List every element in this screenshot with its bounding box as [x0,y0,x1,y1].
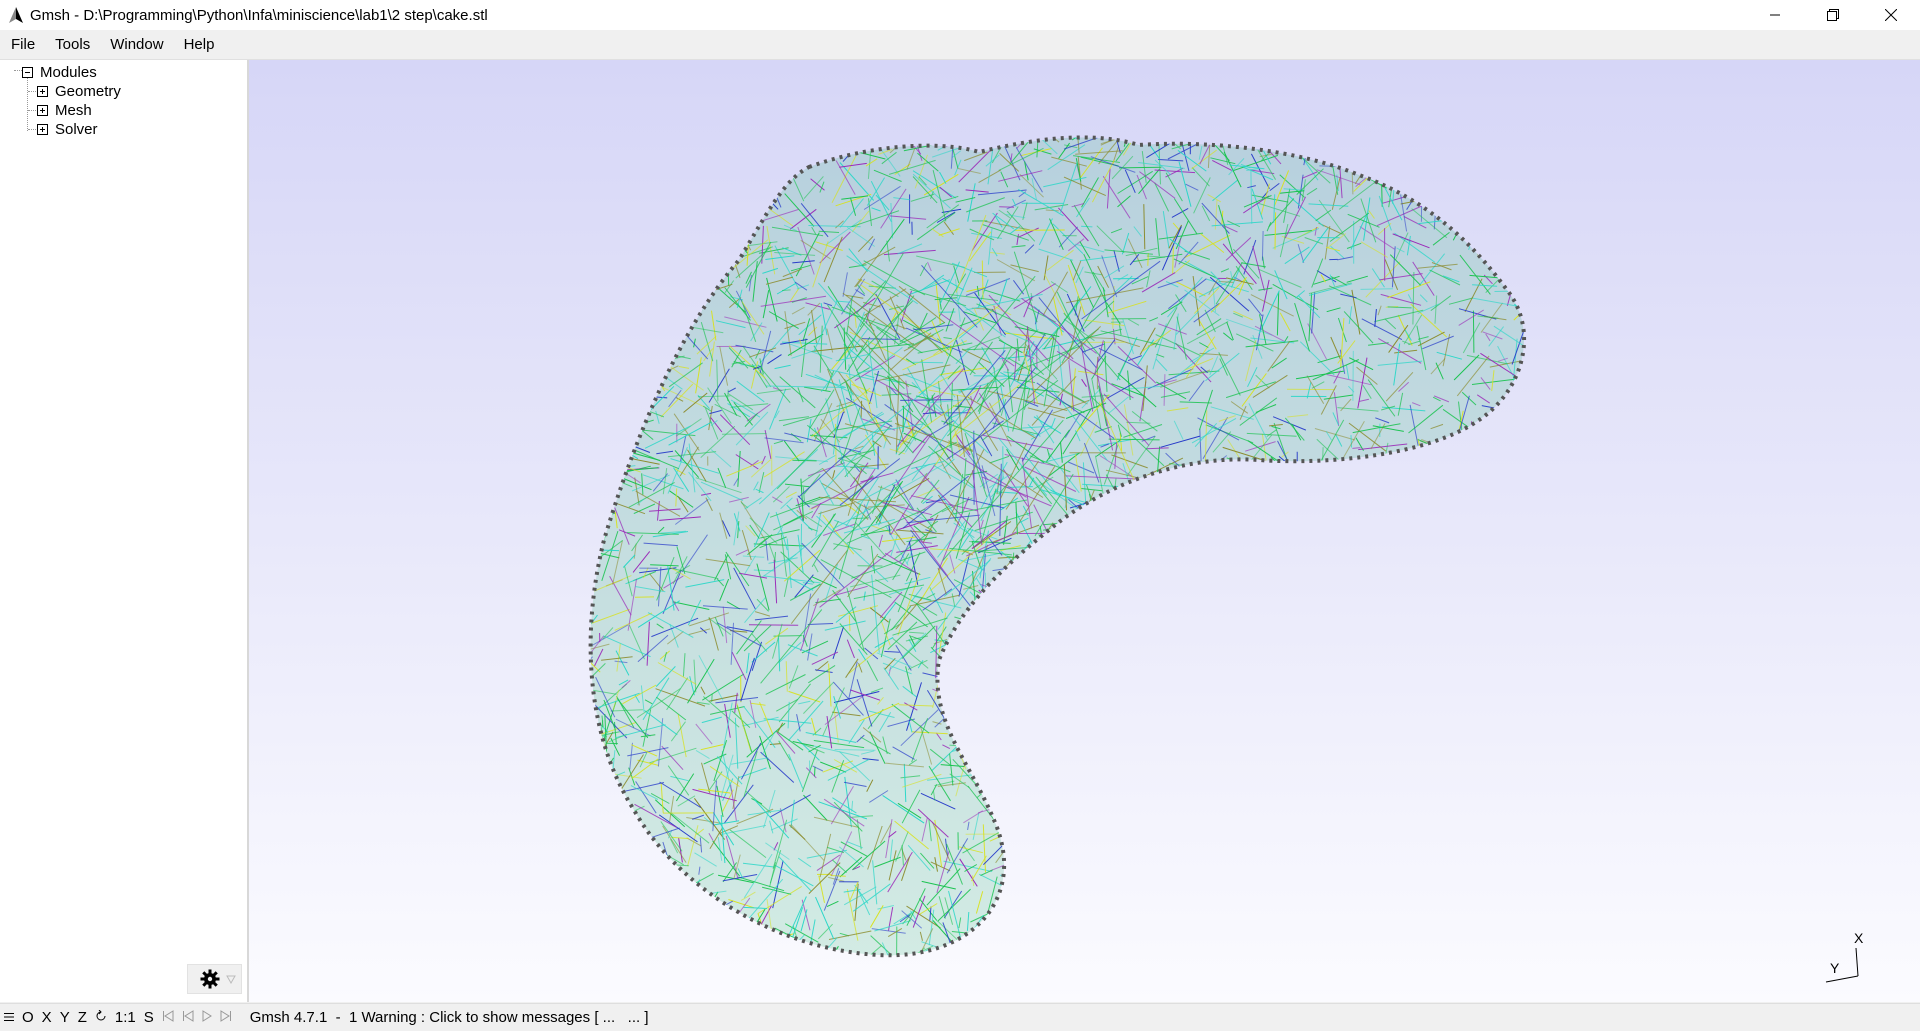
first-step-button[interactable] [158,1009,178,1026]
mesh-wireframe[interactable] [249,60,1920,1002]
menu-bar: File Tools Window Help [0,30,1920,60]
view-y-button[interactable]: Y [56,1009,74,1026]
tree-connector [28,110,36,111]
axis-x-label: X [1854,930,1863,946]
tree-item-mesh[interactable]: Mesh [37,101,92,120]
dropdown-arrow-icon [226,974,236,984]
tree-connector [28,129,36,130]
rotate-button[interactable] [91,1009,111,1026]
rotate-icon [95,1010,107,1022]
select-button[interactable]: S [140,1009,158,1026]
restore-button[interactable] [1804,0,1862,30]
play-icon [202,1010,212,1022]
menu-file[interactable]: File [0,36,45,53]
prev-step-button[interactable] [178,1009,198,1026]
close-button[interactable] [1862,0,1920,30]
close-icon [1885,9,1897,21]
tree-item-geometry[interactable]: Geometry [37,82,121,101]
menu-lines-icon [4,1012,14,1022]
tree-connector [28,91,36,92]
minimize-button[interactable] [1746,0,1804,30]
next-icon [220,1010,232,1022]
axes-indicator: X Y [1804,900,1904,990]
play-button[interactable] [198,1009,216,1026]
gear-icon [200,969,220,989]
window-title: Gmsh - D:\Programming\Python\Infa\minisc… [30,7,488,24]
view-x-button[interactable]: X [38,1009,56,1026]
hamburger-menu-button[interactable] [0,1009,18,1026]
gmsh-logo-icon [8,6,24,24]
menu-tools[interactable]: Tools [45,36,100,53]
expand-icon[interactable] [37,124,48,135]
view-z-button[interactable]: Z [74,1009,91,1026]
view-origin-button[interactable]: O [18,1009,38,1026]
graphics-viewport[interactable]: X Y [249,60,1920,1002]
tree-label-solver: Solver [55,121,98,138]
status-message[interactable]: Gmsh 4.7.1 - 1 Warning : Click to show m… [250,1009,649,1026]
menu-window[interactable]: Window [100,36,173,53]
prev-icon [182,1010,194,1022]
options-button[interactable] [187,964,242,994]
expand-icon[interactable] [37,105,48,116]
restore-icon [1827,9,1839,21]
tree-connector [14,70,22,71]
first-icon [162,1010,174,1022]
module-tree: Modules Geometry Mesh Solver [0,60,249,1002]
tree-label-geometry: Geometry [55,83,121,100]
next-step-button[interactable] [216,1009,236,1026]
collapse-icon[interactable] [22,67,33,78]
minimize-icon [1769,9,1781,21]
title-bar: Gmsh - D:\Programming\Python\Infa\minisc… [0,0,1920,30]
tree-item-solver[interactable]: Solver [37,120,98,139]
tree-item-modules[interactable]: Modules [22,63,97,82]
tree-connector [27,76,28,131]
expand-icon[interactable] [37,86,48,97]
status-bar: O X Y Z 1:1 S Gmsh 4.7.1 - 1 Warning : C… [0,1003,1920,1031]
menu-help[interactable]: Help [174,36,225,53]
scale-one-button[interactable]: 1:1 [111,1009,140,1026]
tree-label-modules: Modules [40,64,97,81]
tree-label-mesh: Mesh [55,102,92,119]
axis-y-label: Y [1830,960,1839,976]
